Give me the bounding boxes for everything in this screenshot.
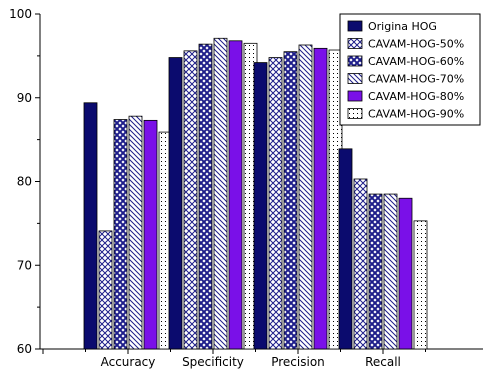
bar-precision-1: [268, 57, 283, 350]
legend-label: Origina HOG: [368, 20, 437, 33]
x-tick-label: Specificity: [182, 355, 244, 369]
y-tick-label: 90: [17, 91, 32, 105]
x-tick-label: Accuracy: [101, 355, 156, 369]
bar-specificity-1: [183, 50, 198, 350]
bars: [83, 37, 428, 350]
legend: Origina HOG CAVAM-HOG-50% CAVAM-HOG-60% CAV…: [339, 13, 481, 126]
legend-swatch: [347, 108, 363, 119]
y-tick-label: 70: [17, 258, 32, 272]
y-tick-label: 100: [9, 7, 32, 21]
bar-recall-2: [368, 193, 383, 350]
legend-label: CAVAM-HOG-50%: [368, 38, 464, 51]
bar-accuracy-4: [143, 119, 158, 350]
y-tick-label: 60: [17, 342, 32, 356]
bar-recall-4: [398, 197, 413, 350]
bar-specificity-0: [168, 57, 183, 350]
legend-swatch: [347, 73, 363, 84]
bar-precision-2: [283, 51, 298, 350]
bar-accuracy-2: [113, 119, 128, 350]
bar-recall-0: [338, 148, 353, 350]
y-tick-label: 80: [17, 175, 32, 189]
legend-box: [339, 13, 481, 126]
legend-label: CAVAM-HOG-90%: [368, 108, 464, 121]
x-tick-label: Precision: [271, 355, 325, 369]
bar-precision-0: [253, 62, 268, 350]
bar-accuracy-3: [128, 115, 143, 350]
x-tick-label: Recall: [365, 355, 401, 369]
legend-label: CAVAM-HOG-70%: [368, 73, 464, 86]
bar-accuracy-1: [98, 230, 113, 350]
legend-swatch: [347, 55, 363, 67]
bar-recall-1: [353, 178, 368, 350]
bar-specificity-2: [198, 43, 213, 350]
x-axis-labels: Accuracy Specificity Precision Recall: [42, 349, 426, 369]
legend-label: CAVAM-HOG-80%: [368, 90, 464, 103]
bar-recall-5: [413, 220, 428, 350]
legend-swatch: [347, 90, 363, 102]
bar-specificity-4: [228, 40, 243, 350]
bar-specificity-3: [213, 37, 228, 350]
legend-swatch: [347, 20, 363, 32]
bar-precision-3: [298, 44, 313, 350]
bar-recall-3: [383, 193, 398, 350]
y-axis-ticks: 60 70 80 90 100: [9, 7, 40, 356]
bar-accuracy-0: [83, 102, 98, 350]
legend-swatch: [347, 38, 363, 49]
legend-label: CAVAM-HOG-60%: [368, 55, 464, 68]
bar-precision-4: [313, 47, 328, 350]
